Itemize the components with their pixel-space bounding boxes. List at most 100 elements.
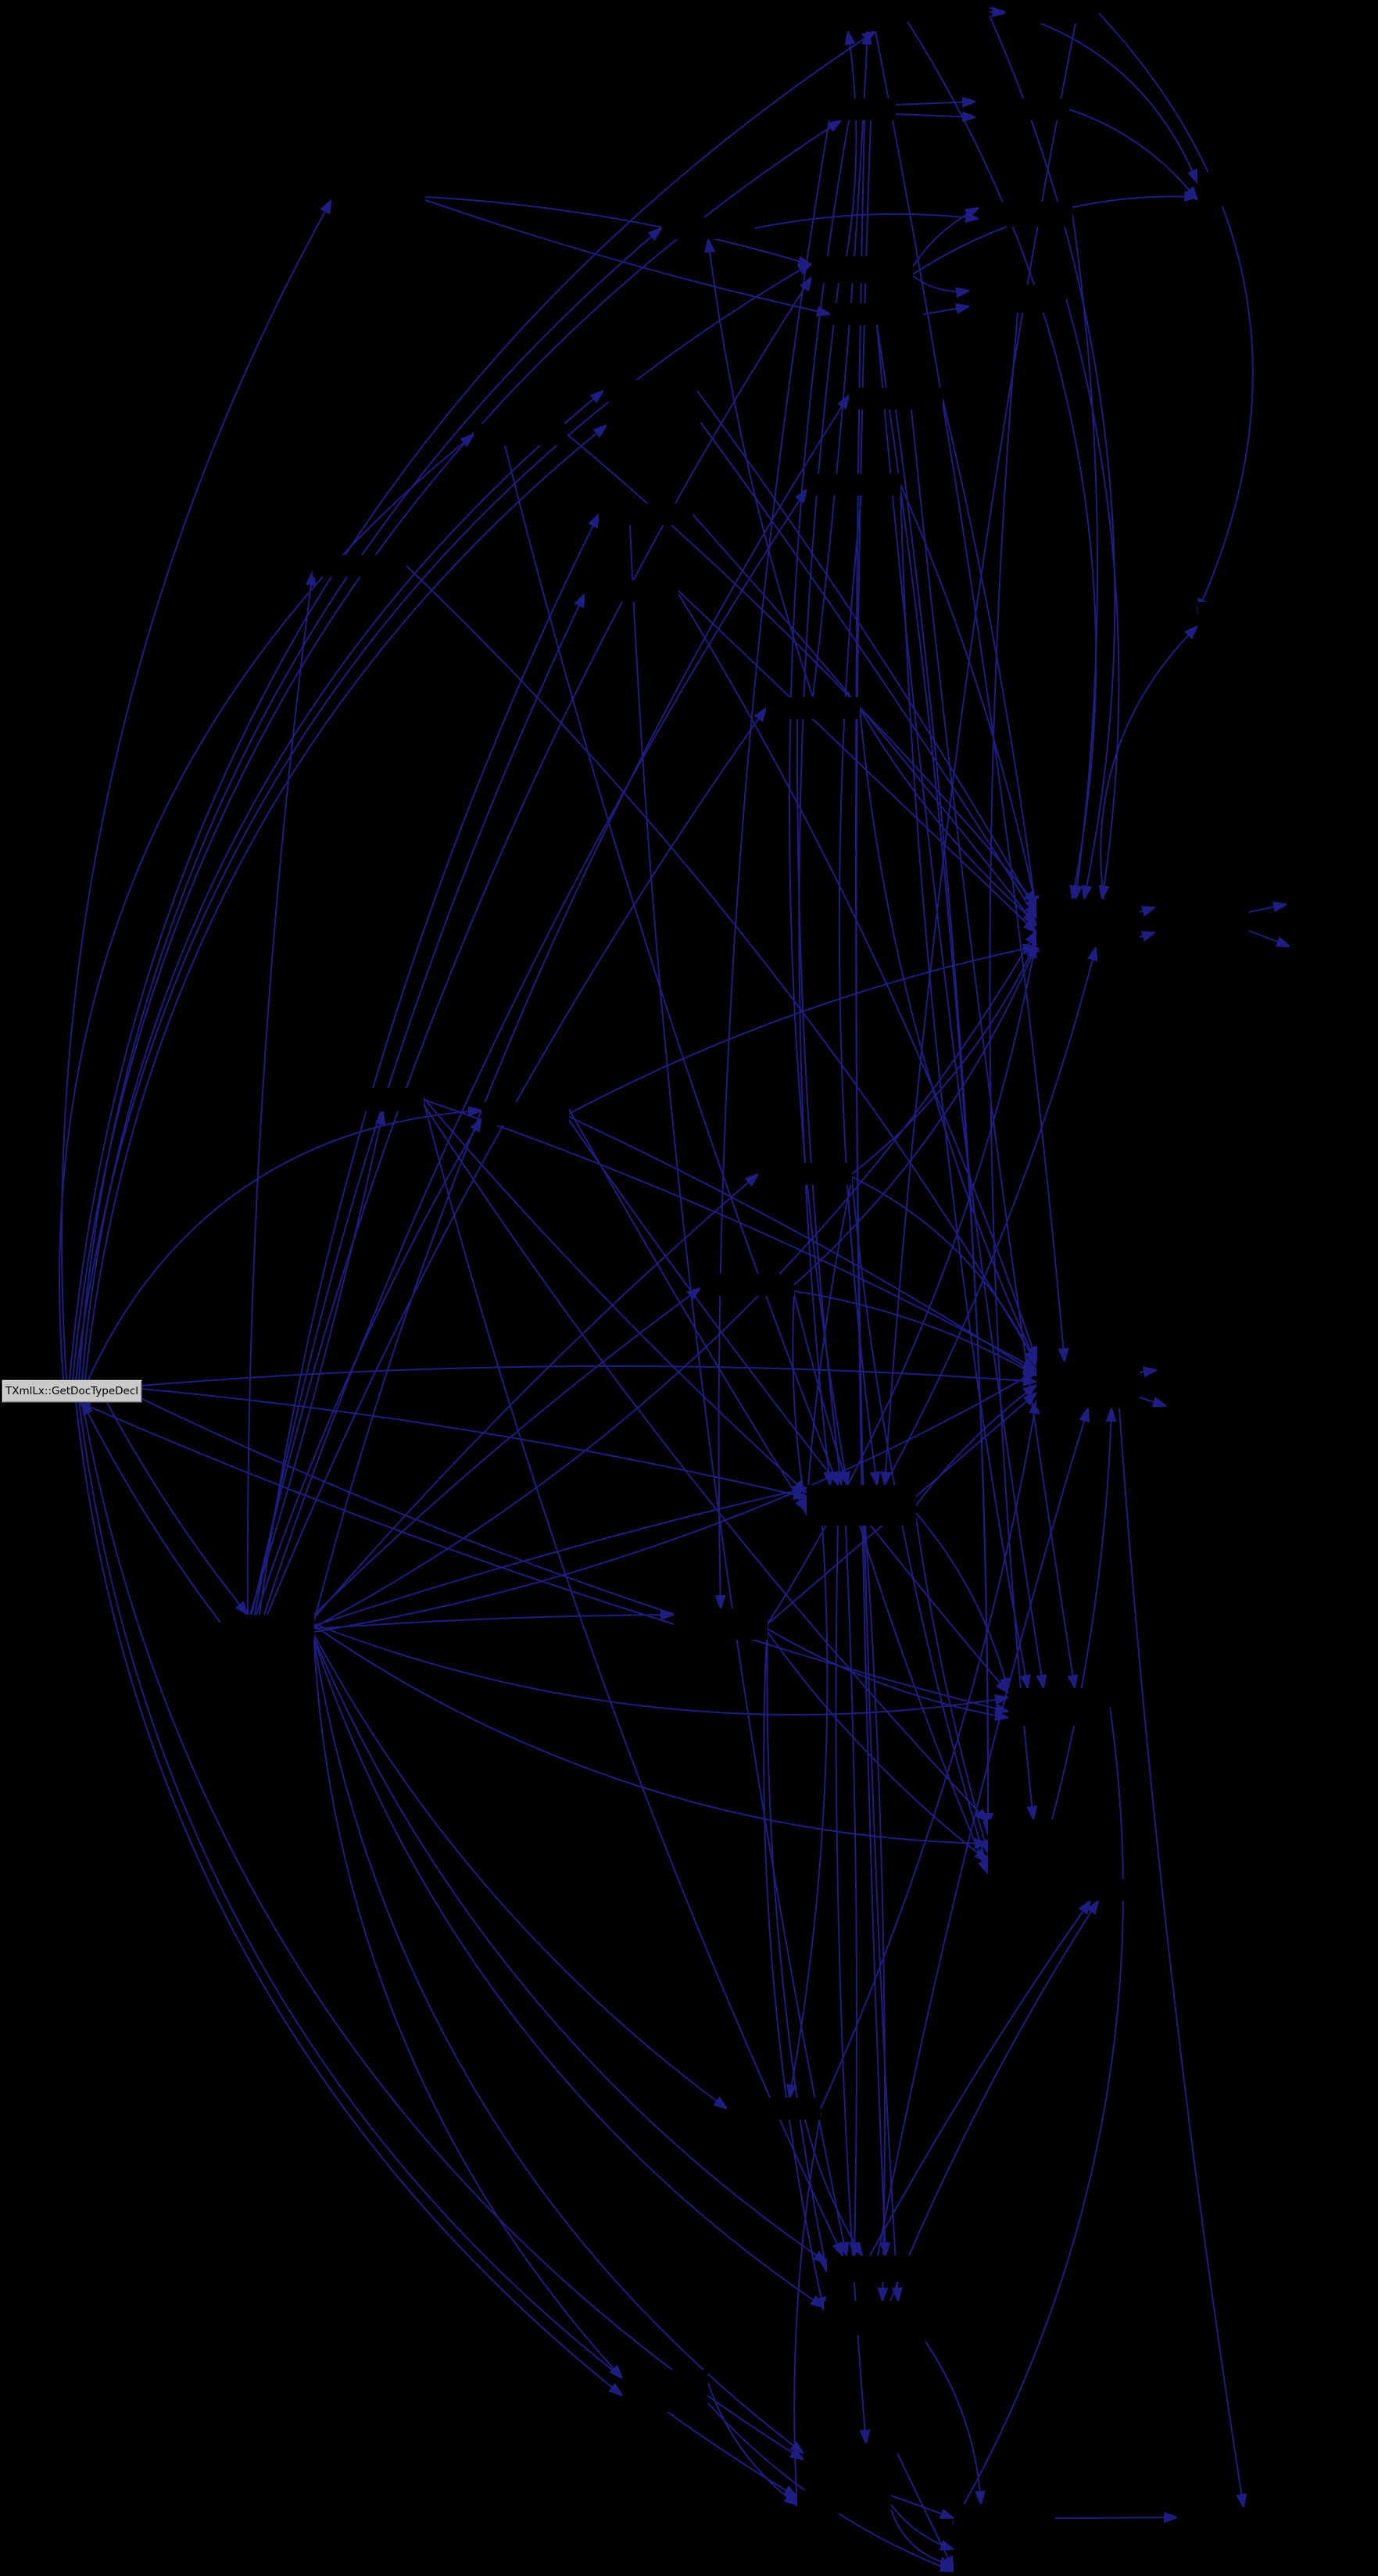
- graph-edge-M2-C12: [504, 445, 839, 1487]
- graph-edge-L2-R10: [568, 1119, 1010, 1695]
- graph-edge-A-C17: [81, 1401, 806, 2461]
- graph-edge-B-C7: [263, 487, 808, 1615]
- graph-edge-C12-R5: [915, 1383, 1039, 1506]
- graph-edge-M4-R1: [700, 421, 1038, 921]
- graph-node-r10: [1008, 1688, 1110, 1726]
- graph-edge-A-B: [106, 1401, 249, 1617]
- graph-edge-C10-C12: [802, 1178, 853, 1511]
- graph-edge-C6-F2: [923, 302, 972, 315]
- graph-edge-C5-C12: [798, 282, 839, 1487]
- graph-node-c18: [797, 2490, 891, 2513]
- graph-node-c11: [700, 1274, 794, 1296]
- graph-edge-C5-C1: [844, 29, 857, 257]
- graph-edge-C16-E2: [889, 1898, 1100, 2302]
- graph-node-c3: [1005, 3, 1099, 23]
- graph-node-txmllx-getdoctypedecl[interactable]: TXmlLx::GetDocTypeDecl: [2, 1379, 142, 1403]
- graph-edge-B-C17: [313, 1640, 806, 2455]
- graph-edge-B-E1: [313, 1625, 990, 1849]
- graph-edge-A-R10: [140, 1397, 1011, 1714]
- graph-node-r9: [1197, 602, 1299, 638]
- graph-node-c16: [824, 2301, 925, 2335]
- graph-edge-A-C12: [140, 1388, 809, 1500]
- graph-node-m5: [599, 503, 693, 525]
- graph-edge-E1-R5: [1051, 1406, 1117, 1820]
- graph-edge-A-M4: [84, 424, 609, 1380]
- graph-edge-A-C4: [72, 119, 843, 1380]
- graph-node-c9: [849, 388, 943, 410]
- graph-edge-C12-R10: [915, 1512, 1011, 1694]
- graph-edge-C4-C16: [855, 120, 903, 2303]
- graph-edge-B-C13: [313, 1609, 676, 1630]
- graph-edge-A-M3: [81, 389, 606, 1380]
- graph-edge-R10-R12: [952, 1706, 1124, 2525]
- graph-edge-M7-F3: [754, 212, 981, 229]
- graph-edge-A-R5: [140, 1365, 1039, 1386]
- graph-edge-M2-R1: [567, 434, 1038, 907]
- graph-edge-C9-R1: [942, 398, 1040, 918]
- graph-node-c1: [813, 9, 907, 31]
- graph-edge-C12-C16: [864, 1525, 889, 2303]
- graph-node-m3: [603, 380, 697, 402]
- graph-node-c17: [804, 2443, 897, 2463]
- graph-edge-C8-R5: [859, 707, 1038, 1365]
- graph-edge-C12-C15: [845, 1525, 861, 2258]
- graph-node-m6: [585, 580, 678, 602]
- graph-edge-R1-R9: [1100, 624, 1200, 900]
- graph-edge-A-D1: [75, 1401, 625, 2397]
- graph-node-c12: [807, 1485, 916, 1526]
- graph-edge-C12-C14: [786, 1525, 829, 2100]
- graph-node-r12: [954, 2504, 1055, 2573]
- graph-node-r1: [1036, 899, 1140, 947]
- graph-edge-C2-R8: [989, 7, 1199, 185]
- graph-edge-C4-C12: [789, 120, 851, 1487]
- graph-edge-C11-R1: [793, 943, 1038, 1286]
- graph-edge-A-M7: [78, 227, 664, 1380]
- graph-edge-C13-R10: [767, 1628, 1011, 1721]
- graph-edge-C15-R5: [877, 1406, 1090, 2256]
- graph-edge-C15-E2: [869, 1898, 1092, 2256]
- graph-edge-F3-R1: [1072, 213, 1099, 901]
- graph-node-f2: [969, 284, 1066, 313]
- graph-node-e1: [988, 1819, 1101, 1877]
- graph-edge-M5-C15: [629, 524, 850, 2258]
- graph-node-label: TXmlLx::GetDocTypeDecl: [5, 1385, 139, 1397]
- graph-edge-M8-C5: [424, 196, 814, 267]
- graph-edge-R2-R3: [1248, 901, 1289, 913]
- graph-edge-B-M5: [259, 512, 600, 1615]
- graph-edge-B-C15: [313, 1637, 829, 2264]
- graph-edge-C6-R10: [876, 324, 1047, 1690]
- graph-edge-L1-C12: [423, 1097, 809, 1495]
- graph-edge-B-C14: [313, 1634, 729, 2110]
- graph-edge-A-L2: [88, 1106, 484, 1380]
- graph-node-c7: [807, 474, 900, 496]
- graph-edge-B-L2: [256, 1116, 483, 1615]
- graph-edge-L1-C15: [423, 1100, 844, 2258]
- graph-edge-L2-C12: [568, 1108, 808, 1514]
- graph-edge-L1-R5: [423, 1099, 1039, 1371]
- graph-node-d1: [622, 2370, 708, 2412]
- graph-edge-C2-C3: [989, 6, 1008, 18]
- graph-edge-R5-R13: [1119, 1408, 1247, 2510]
- graph-edge-C4-F1: [895, 111, 978, 123]
- graph-edge-C17-R12: [897, 2453, 955, 2572]
- graph-node-c15: [827, 2256, 929, 2282]
- graph-edge-D1-R12: [707, 2402, 956, 2573]
- graph-edge-C10-R1: [851, 939, 1038, 1175]
- graph-node-l1: [342, 1088, 424, 1111]
- graph-edge-R5-R6: [1139, 1366, 1159, 1378]
- graph-edge-A-M8: [61, 198, 333, 1380]
- graph-edge-C4-C15: [854, 120, 891, 2258]
- graph-edge-L2-R1: [568, 943, 1039, 1114]
- graph-node-c5: [811, 256, 913, 283]
- graph-node-e2: [1040, 1879, 1141, 1901]
- graph-edge-B-C9: [313, 393, 850, 1622]
- graph-edge-C3-R9: [1098, 13, 1254, 614]
- graph-edge-R12-R13: [1054, 2512, 1179, 2524]
- graph-edge-F2-E1: [989, 312, 1038, 1822]
- graph-edge-C8-C1: [812, 29, 873, 698]
- graph-node-b: [220, 1615, 314, 1640]
- graph-edge-C18-R12: [890, 2509, 956, 2568]
- graph-node-f3: [979, 202, 1072, 227]
- graph-edge-M8-C6: [424, 199, 832, 317]
